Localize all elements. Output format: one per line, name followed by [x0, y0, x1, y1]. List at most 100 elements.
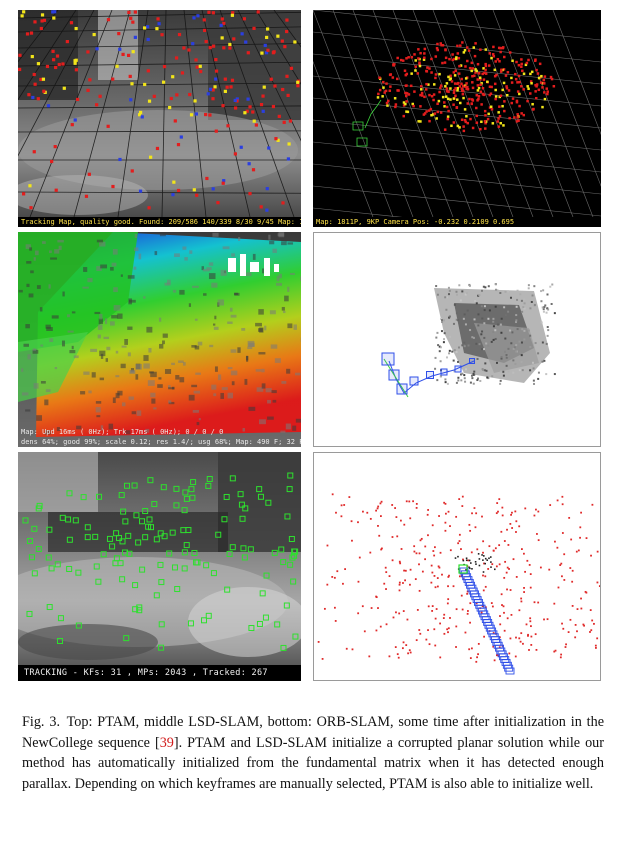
map-point	[335, 511, 337, 514]
map-point	[405, 84, 408, 87]
map-point	[591, 503, 594, 506]
feature-box	[95, 578, 102, 585]
map-point	[333, 576, 336, 579]
map-point	[404, 102, 407, 106]
depth-speckle	[227, 392, 234, 399]
map-point	[512, 347, 515, 350]
map-point	[455, 646, 457, 648]
depth-speckle	[286, 368, 291, 374]
map-point	[545, 87, 549, 90]
map-point	[130, 82, 134, 86]
grid-line	[472, 10, 554, 217]
grid-line	[372, 10, 454, 217]
map-point	[486, 376, 489, 379]
feature-box	[291, 552, 298, 559]
map-point	[490, 108, 494, 111]
map-point	[259, 205, 263, 209]
map-point	[228, 42, 232, 47]
map-point	[73, 61, 77, 65]
map-point	[463, 345, 466, 348]
map-point	[405, 110, 408, 113]
map-point	[492, 320, 495, 323]
map-point	[462, 51, 466, 54]
feature-box	[118, 492, 125, 499]
map-point	[528, 564, 531, 566]
feature-box	[181, 507, 188, 514]
map-point	[527, 334, 530, 337]
map-point	[551, 283, 554, 286]
map-point	[33, 82, 37, 86]
map-point	[543, 75, 547, 78]
depth-speckle	[168, 385, 171, 389]
grid-line	[29, 10, 113, 217]
map-point	[457, 542, 460, 545]
map-point	[65, 39, 69, 44]
depth-speckle	[231, 253, 235, 257]
citation-link[interactable]: 39	[159, 734, 174, 751]
map-point	[426, 513, 429, 516]
map-point	[455, 350, 458, 353]
map-point	[507, 290, 510, 293]
map-point	[476, 89, 480, 92]
map-point	[490, 566, 492, 568]
depth-speckle	[90, 348, 98, 352]
map-point	[261, 94, 265, 98]
map-point	[492, 325, 495, 328]
map-point	[460, 87, 464, 90]
depth-speckle	[270, 344, 278, 349]
feature-box	[131, 482, 138, 489]
map-point	[195, 193, 199, 197]
map-point	[501, 514, 504, 517]
map-point	[490, 602, 493, 604]
map-point	[393, 97, 397, 100]
depth-speckle	[255, 369, 262, 372]
map-point	[452, 322, 455, 325]
grid-line	[18, 191, 301, 194]
depth-speckle	[147, 380, 155, 386]
map-point	[454, 557, 457, 559]
map-point	[396, 535, 399, 538]
feature-box	[123, 635, 130, 642]
map-point	[415, 639, 418, 642]
map-point	[439, 360, 442, 363]
map-point	[429, 107, 433, 111]
map-point	[534, 633, 537, 636]
map-point	[523, 587, 525, 589]
map-point	[499, 50, 502, 54]
map-point	[380, 500, 383, 503]
map-point	[482, 78, 486, 81]
map-point	[69, 21, 74, 25]
map-point	[491, 122, 495, 125]
map-point	[36, 97, 40, 101]
map-point	[527, 287, 530, 290]
map-point	[507, 310, 510, 313]
map-point	[231, 11, 235, 15]
map-point	[418, 589, 421, 592]
map-point	[419, 632, 422, 635]
depth-speckle	[278, 232, 285, 238]
map-point	[427, 83, 430, 86]
map-point	[430, 581, 433, 584]
map-point	[379, 515, 382, 517]
map-point	[202, 18, 206, 22]
depth-speckle	[159, 233, 166, 237]
grid-line	[18, 82, 301, 87]
depth-speckle	[57, 239, 64, 243]
depth-speckle	[268, 234, 271, 240]
map-point	[462, 317, 465, 320]
feature-box	[153, 592, 160, 599]
feature-box	[133, 512, 140, 519]
map-point	[378, 534, 381, 537]
map-point	[208, 113, 212, 117]
map-point	[377, 607, 379, 609]
feature-box	[223, 493, 230, 500]
depth-speckle	[264, 325, 267, 331]
map-point	[445, 82, 449, 85]
map-point	[443, 61, 447, 64]
map-point	[541, 82, 545, 85]
depth-speckle	[124, 338, 128, 345]
map-point	[505, 87, 509, 90]
map-point	[439, 551, 442, 554]
map-point	[495, 565, 498, 568]
map-point	[504, 314, 507, 317]
